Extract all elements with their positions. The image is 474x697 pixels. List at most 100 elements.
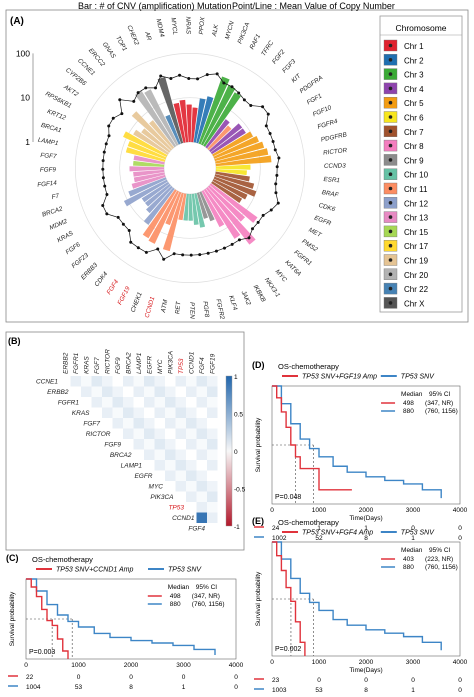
copy-number-point-braf [274,182,278,186]
legend-label: Chr 20 [404,271,429,280]
heatmap-cell [196,428,207,439]
km-title: OS-chemotherapy [278,362,339,371]
gene-label-nkx3-1: NKX3-1 [263,276,281,298]
bar-fgf2 [205,119,230,149]
km-pvalue: P=0.048 [275,494,301,501]
heatmap-cell [175,418,186,429]
km-curve-combo [272,541,306,656]
copy-number-point-chek1 [156,247,160,251]
km-curve-reference [272,385,442,499]
km-curve-reference [26,578,216,655]
panel-a-label: (A) [10,16,24,27]
heatmap-cell [91,376,102,387]
heatmap-cell [144,460,155,471]
km-median-a: 498 [403,400,414,407]
km-risk-b: 0 [458,535,462,542]
km-xtick-label: 4000 [229,662,244,669]
km-risk-a: 23 [272,677,280,684]
heatmap-col-label: FGF7 [94,357,101,374]
copy-number-point-fgf3 [249,104,253,108]
copy-number-point-cyp2b6 [120,112,124,116]
km-risk-a: 0 [129,674,133,681]
km-xtick-label: 4000 [453,507,468,514]
km-xtick-label: 1000 [71,662,86,669]
bar-brca1 [125,147,166,162]
copy-number-point-ccnd3 [275,165,279,169]
copy-number-point-lamp1 [102,150,106,154]
copy-number-point-gnas [136,91,140,95]
legend-label: Chr 4 [404,85,424,94]
bar-ccnd1 [162,192,184,252]
heatmap-cell [123,407,134,418]
km-xtick-label: 1000 [312,659,327,666]
bar-ercc2 [149,120,175,149]
gene-label-cdk4: CDK4 [93,270,109,288]
heatmap-cell [207,449,218,460]
gene-label-alk: ALK [211,23,220,38]
gene-label-met: MET [307,227,323,240]
bar-fgfr2 [194,193,206,228]
heatmap-cell [154,386,165,397]
bar-nkx3-1 [203,188,241,239]
bar-pten [188,193,193,221]
panel-b-label: (B) [8,336,21,346]
radial-gridline [74,52,306,284]
bar-cdk6 [214,174,255,189]
heatmap-row-label: CCND1 [172,515,195,522]
heatmap-row-label: KRAS [72,410,90,417]
gene-label-fgf7: FGF7 [40,152,57,160]
heatmap-cell [186,460,197,471]
heatmap-row-label: PIK3CA [150,494,173,501]
heatmap-cell [91,386,102,397]
heatmap-cell [196,460,207,471]
heatmap-cell [175,439,186,450]
copy-number-point-fgfr4 [271,140,275,144]
heatmap-cell [112,428,123,439]
legend-dot [388,43,393,48]
heatmap-cell [144,386,155,397]
km-ci-a: (223, NR) [425,556,453,563]
heatmap-cell [207,418,218,429]
bar-kras [123,179,168,207]
heatmap-col-label: EGFR [146,356,153,374]
km-panel-label: (E) [252,516,264,526]
heatmap-cell [133,418,144,429]
heatmap-col-label: BRCA2 [125,352,132,374]
km-median-b: 880 [170,601,181,608]
gene-label-brca2: BRCA2 [41,205,64,218]
heatmap-cell [81,397,92,408]
heatmap-cell [207,460,218,471]
heatmap-row-label: FGFR1 [58,400,80,407]
heatmap-cell [186,439,197,450]
legend-dot [388,301,393,305]
km-xtick-label: 3000 [406,507,421,514]
legend-label: Chr 13 [404,214,429,223]
bar-braf [215,171,250,182]
heatmap-cell [165,470,176,481]
km-ci-b: (760, 1156) [192,601,225,608]
heatmap-cell [102,407,113,418]
heatmap-cell [123,439,134,450]
km-xtick-label: 2000 [124,662,139,669]
km-risk-a: 0 [364,677,368,684]
gene-label-f7: F7 [51,193,60,201]
legend-label: Chr 11 [404,185,428,194]
km-title: OS-chemotherapy [32,555,93,564]
bar-esr1 [215,169,247,176]
copy-number-point-kras [105,212,109,216]
km-median-header: Median [401,547,423,554]
gene-label-kras: KRAS [56,229,75,244]
copy-number-point-pten [189,253,193,257]
copy-number-point-rps6kb1 [107,124,111,128]
heatmap-cell [133,428,144,439]
colorbar-tick-label: 0 [234,449,238,456]
bar-fgf23 [144,183,171,207]
heatmap-row-label: LAMP1 [121,463,143,470]
km-risk-a: 22 [26,674,34,681]
legend-label: Chr 15 [404,228,429,237]
heatmap-cell [154,397,165,408]
gene-label-nras: NRAS [184,16,191,34]
heatmap-cell [165,481,176,492]
bar-fgf19 [148,190,180,244]
gene-label-top1: TOP1 [114,35,128,53]
